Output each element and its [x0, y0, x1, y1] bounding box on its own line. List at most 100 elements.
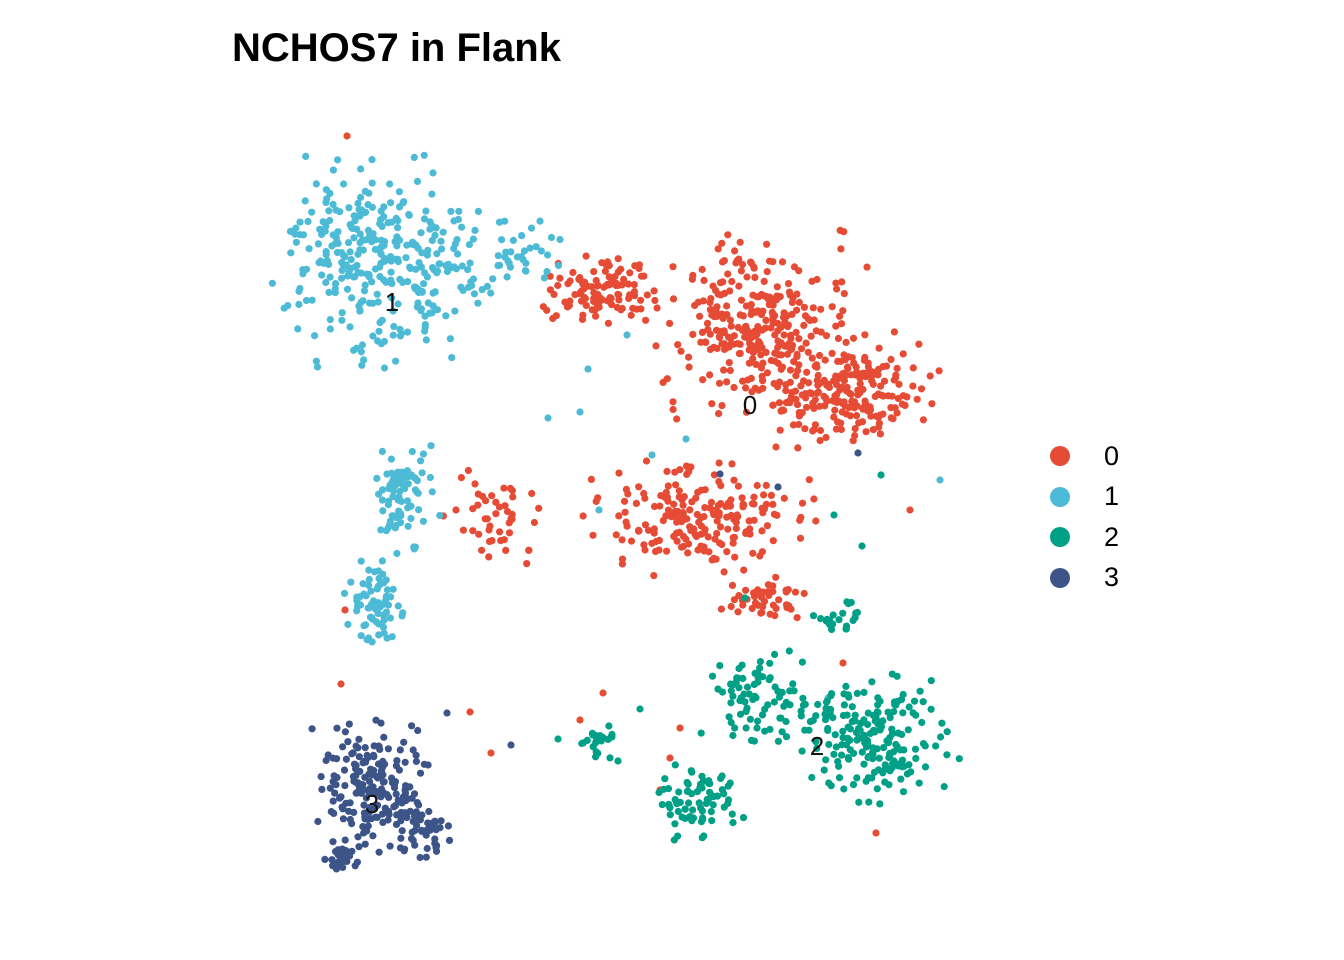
point-cluster-1 [411, 543, 419, 551]
point-cluster-2 [785, 647, 793, 655]
point-cluster-0 [677, 347, 685, 355]
point-cluster-0 [890, 376, 898, 384]
point-cluster-3 [361, 744, 369, 752]
point-cluster-0 [909, 382, 917, 390]
point-cluster-1 [413, 177, 422, 185]
point-cluster-0 [747, 300, 755, 309]
point-cluster-1 [404, 522, 412, 530]
point-cluster-0 [751, 273, 759, 281]
point-cluster-1 [540, 274, 549, 282]
point-cluster-1 [386, 614, 394, 622]
point-cluster-1 [350, 234, 358, 242]
point-cluster-2 [771, 650, 779, 659]
point-cluster-0 [685, 353, 693, 361]
point-cluster-1 [450, 244, 458, 253]
point-cluster-1 [384, 501, 392, 509]
point-cluster-2 [761, 705, 769, 713]
point-cluster-2 [881, 778, 889, 786]
point-cluster-3 [854, 449, 862, 457]
point-cluster-0 [792, 372, 800, 380]
point-cluster-2 [605, 722, 613, 730]
point-cluster-2 [899, 690, 907, 699]
point-cluster-0 [772, 349, 780, 357]
point-cluster-0 [803, 368, 811, 376]
point-cluster-0 [795, 335, 803, 343]
point-cluster-0 [735, 592, 743, 600]
point-cluster-0 [704, 326, 712, 334]
point-cluster-2 [842, 682, 850, 691]
point-cluster-0 [727, 334, 735, 342]
point-cluster-1 [378, 316, 386, 324]
point-cluster-3 [372, 716, 380, 724]
point-cluster-2 [921, 763, 930, 771]
point-cluster-3 [355, 786, 363, 794]
point-cluster-1 [421, 312, 429, 320]
point-cluster-0 [716, 279, 725, 287]
point-cluster-1 [358, 361, 366, 369]
point-cluster-2 [700, 832, 708, 840]
point-cluster-1 [317, 257, 325, 265]
point-cluster-2 [753, 724, 761, 732]
point-cluster-2 [741, 594, 749, 602]
point-cluster-0 [730, 533, 739, 541]
point-cluster-2 [919, 698, 927, 706]
point-cluster-3 [424, 761, 432, 769]
point-cluster-1 [373, 474, 381, 482]
point-cluster-1 [353, 597, 361, 605]
point-cluster-1 [302, 152, 310, 160]
point-cluster-0 [710, 343, 718, 351]
point-cluster-0 [552, 312, 560, 320]
point-cluster-0 [653, 304, 661, 312]
point-cluster-0 [852, 412, 861, 420]
point-cluster-0 [926, 372, 934, 380]
point-cluster-2 [699, 777, 708, 785]
point-cluster-0 [764, 588, 772, 596]
point-cluster-0 [496, 528, 504, 536]
point-cluster-2 [731, 724, 739, 732]
point-cluster-2 [718, 772, 726, 780]
point-cluster-1 [368, 179, 376, 187]
point-cluster-1 [936, 476, 944, 484]
point-cluster-1 [368, 203, 376, 211]
point-cluster-3 [381, 760, 389, 768]
point-cluster-1 [404, 278, 412, 286]
point-cluster-3 [328, 856, 336, 864]
point-cluster-0 [523, 560, 531, 568]
point-cluster-1 [417, 305, 425, 313]
point-cluster-3 [367, 789, 376, 798]
point-cluster-2 [834, 757, 842, 766]
point-cluster-0 [464, 466, 472, 475]
point-cluster-0 [794, 444, 802, 452]
point-cluster-2 [846, 746, 854, 754]
point-cluster-1 [451, 307, 459, 315]
point-cluster-2 [828, 690, 836, 698]
point-cluster-2 [736, 710, 745, 718]
point-cluster-2 [589, 743, 597, 751]
point-cluster-0 [729, 539, 737, 547]
point-cluster-3 [329, 754, 337, 762]
point-cluster-0 [893, 409, 901, 417]
point-cluster-1 [314, 240, 322, 248]
point-cluster-0 [816, 426, 825, 435]
point-cluster-0 [569, 268, 577, 277]
point-cluster-1 [576, 408, 584, 416]
point-cluster-1 [331, 285, 339, 293]
point-cluster-0 [876, 411, 884, 419]
point-cluster-0 [837, 245, 845, 253]
point-cluster-2 [742, 724, 750, 732]
point-cluster-0 [666, 754, 674, 762]
point-cluster-2 [777, 714, 785, 722]
point-cluster-1 [387, 268, 395, 276]
point-cluster-1 [394, 224, 402, 232]
point-cluster-1 [412, 265, 420, 273]
point-cluster-0 [786, 291, 794, 299]
point-cluster-2 [752, 694, 760, 702]
point-cluster-1 [648, 451, 656, 459]
point-cluster-0 [618, 555, 627, 563]
point-cluster-0 [798, 499, 807, 507]
point-cluster-3 [418, 826, 426, 835]
point-cluster-0 [699, 376, 707, 384]
point-cluster-0 [840, 228, 848, 236]
point-cluster-1 [292, 238, 300, 246]
point-cluster-0 [780, 331, 788, 339]
